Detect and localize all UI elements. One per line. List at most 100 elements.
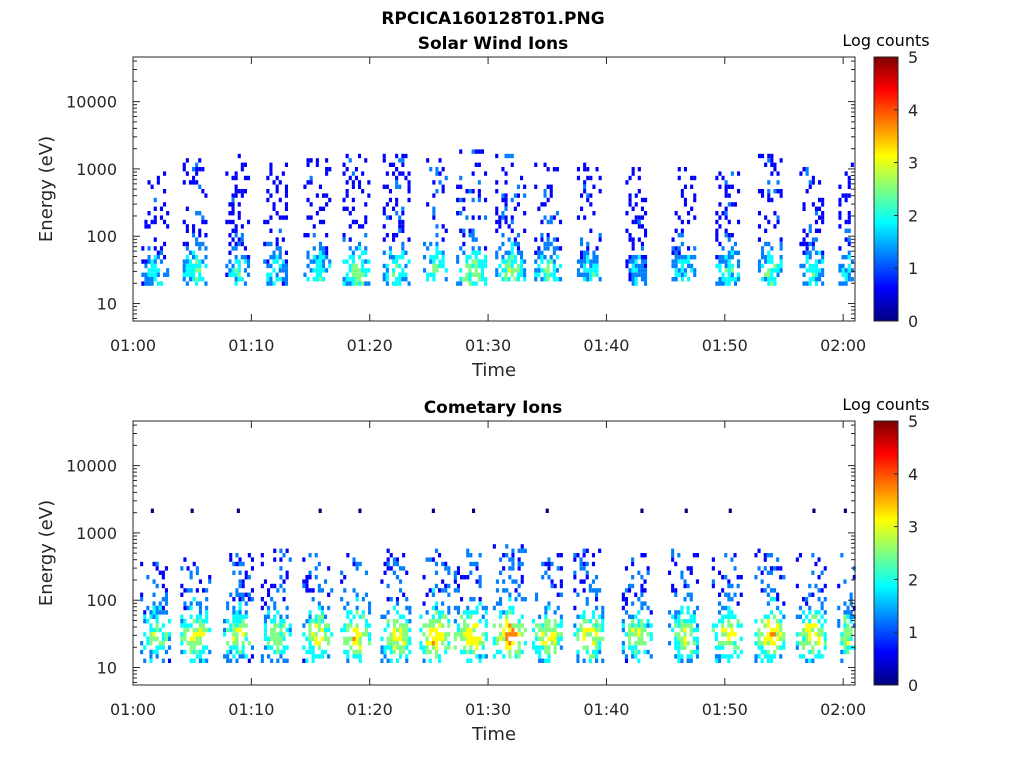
data-cell (272, 202, 276, 207)
data-cell (189, 570, 193, 575)
data-cell (460, 627, 464, 633)
data-cell (471, 263, 475, 269)
data-cell (477, 250, 481, 255)
data-cell (727, 219, 731, 225)
data-cell (456, 259, 460, 264)
data-cell (407, 197, 411, 203)
data-cell (523, 548, 527, 553)
data-cell (821, 281, 825, 286)
data-cell (767, 189, 771, 194)
data-cell (727, 579, 731, 584)
data-cell (477, 277, 481, 282)
data-cell (591, 610, 595, 615)
data-cell (395, 619, 399, 624)
data-cell (463, 610, 467, 615)
data-cell (721, 575, 725, 580)
data-cell (434, 601, 438, 606)
data-cell (586, 268, 590, 273)
data-cell (388, 197, 392, 203)
data-cell (388, 246, 392, 251)
data-cell (441, 614, 445, 619)
data-cell (634, 645, 638, 650)
data-cell (588, 627, 592, 633)
data-cell (511, 553, 515, 558)
data-cell (511, 632, 515, 637)
data-cell (683, 268, 687, 273)
data-cell (730, 614, 734, 619)
data-cell (770, 197, 774, 203)
data-cell (849, 636, 853, 641)
data-cell (846, 605, 850, 611)
data-cell (238, 561, 242, 567)
data-cell (795, 645, 799, 650)
data-cell (640, 197, 644, 203)
data-cell (517, 649, 521, 655)
data-cell (773, 281, 777, 286)
data-cell (624, 632, 628, 637)
data-cell (510, 153, 514, 159)
data-cell (814, 219, 818, 225)
data-cell (739, 623, 743, 628)
data-cell (637, 263, 641, 269)
data-cell (273, 583, 277, 589)
data-cell (244, 601, 248, 606)
data-cell (312, 255, 316, 260)
data-cell (346, 658, 350, 663)
data-cell (495, 641, 499, 646)
data-cell (550, 579, 554, 584)
data-cell (474, 250, 478, 255)
data-cell (730, 171, 734, 176)
data-cell (195, 241, 199, 247)
data-cell (808, 605, 812, 611)
data-cell (198, 610, 202, 615)
data-cell (847, 241, 851, 247)
data-cell (727, 614, 731, 619)
data-cell (773, 597, 777, 602)
data-cell (453, 575, 457, 580)
data-cell (306, 215, 310, 220)
data-cell (195, 237, 199, 242)
data-cell (559, 619, 563, 624)
data-cell (644, 259, 648, 264)
data-cell (305, 588, 309, 593)
data-cell (228, 259, 232, 264)
data-cell (164, 636, 168, 641)
data-cell (284, 268, 288, 273)
data-cell (281, 259, 285, 264)
data-cell (769, 658, 773, 663)
data-cell (232, 623, 236, 628)
data-cell (477, 180, 481, 185)
data-cell (155, 649, 159, 655)
data-cell (466, 636, 470, 641)
data-cell (779, 636, 783, 641)
data-cell (149, 627, 153, 633)
data-cell (847, 237, 851, 242)
data-cell (811, 623, 815, 628)
data-cell (601, 610, 605, 615)
data-cell (204, 255, 208, 260)
data-cell (460, 636, 464, 641)
data-cell (680, 610, 684, 615)
data-cell (677, 167, 681, 172)
data-cell (730, 184, 734, 189)
data-cell (311, 632, 315, 637)
data-cell (764, 241, 768, 247)
data-cell (320, 610, 324, 615)
data-cell (478, 641, 482, 646)
data-cell (583, 277, 587, 282)
data-cell (779, 627, 783, 633)
data-cell (266, 175, 270, 181)
data-cell (402, 641, 406, 646)
data-cell (692, 614, 696, 619)
colorbar-tick-label: 4 (908, 465, 918, 484)
data-cell (161, 610, 165, 615)
data-cell (398, 272, 402, 277)
data-cell (686, 605, 690, 611)
data-cell (275, 255, 279, 260)
data-cell (358, 632, 362, 637)
data-cell (818, 215, 822, 220)
data-cell (543, 246, 547, 251)
data-cell (805, 627, 809, 633)
data-cell (631, 557, 635, 562)
data-cell (434, 548, 438, 553)
